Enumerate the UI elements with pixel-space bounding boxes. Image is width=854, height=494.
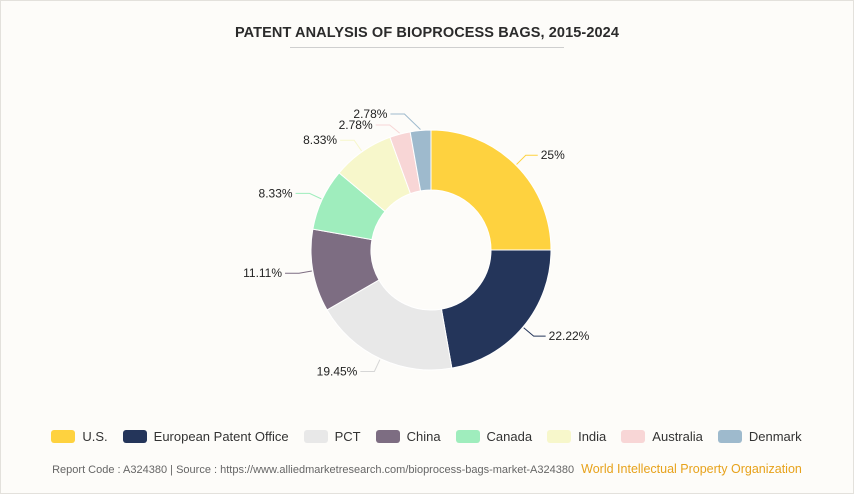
leader-line-denmark	[390, 113, 421, 130]
legend-swatch-pct	[303, 430, 328, 443]
legend-item-u-s[interactable]: U.S.	[51, 429, 108, 444]
legend-swatch-denmark	[717, 430, 742, 443]
data-label-denmark: 2.78%	[353, 107, 387, 121]
data-label-u-s: 25%	[541, 148, 565, 162]
data-label-india: 8.33%	[303, 133, 337, 147]
data-label-european-patent-office: 22.22%	[549, 329, 590, 343]
legend-item-china[interactable]: China	[375, 429, 441, 444]
legend: U.S. European Patent Office PCT China Canada…	[0, 429, 854, 444]
leader-line-european-patent-office	[523, 327, 546, 337]
leader-line-india	[340, 139, 362, 152]
data-label-pct: 19.45%	[317, 364, 358, 378]
legend-item-denmark[interactable]: Denmark	[717, 429, 802, 444]
legend-label-india: India	[578, 429, 607, 444]
legend-label-australia: Australia	[652, 429, 703, 444]
legend-item-european-patent-office[interactable]: European Patent Office	[122, 429, 289, 444]
leader-line-australia	[375, 124, 400, 134]
leader-line-pct	[360, 359, 381, 372]
legend-item-canada[interactable]: Canada	[455, 429, 533, 444]
slice-denmark	[409, 129, 432, 192]
legend-label-u-s: U.S.	[82, 429, 108, 444]
legend-swatch-australia	[621, 430, 646, 443]
legend-swatch-india	[547, 430, 572, 443]
legend-item-india[interactable]: India	[547, 429, 606, 444]
legend-swatch-china	[375, 430, 400, 443]
legend-swatch-u-s	[51, 430, 76, 443]
legend-label-canada: Canada	[486, 429, 533, 444]
data-label-china: 11.11%	[243, 266, 282, 280]
title-underline	[290, 47, 564, 48]
data-label-canada: 8.33%	[259, 186, 293, 200]
footer: Report Code : A324380 | Source : https:/…	[0, 462, 854, 476]
leader-lines-group	[285, 113, 546, 372]
slice-u-s	[430, 129, 552, 251]
legend-label-european-patent-office: European Patent Office	[153, 429, 289, 444]
footer-separator: |	[170, 464, 174, 476]
report-code: Report Code : A324380	[52, 464, 168, 476]
legend-label-denmark: Denmark	[748, 429, 802, 444]
source-organization: World Intellectual Property Organization	[581, 462, 802, 476]
data-label-australia: 2.78%	[339, 118, 373, 132]
leader-line-canada	[295, 192, 322, 200]
legend-label-pct: PCT	[334, 429, 361, 444]
legend-swatch-canada	[455, 430, 480, 443]
data-labels-group: 25%22.22%19.45%11.11%8.33%8.33%2.78%2.78…	[243, 107, 590, 378]
legend-item-australia[interactable]: Australia	[621, 429, 703, 444]
legend-item-pct[interactable]: PCT	[303, 429, 361, 444]
chart-title: PATENT ANALYSIS OF BIOPROCESS BAGS, 2015…	[234, 25, 620, 41]
leader-line-u-s	[516, 154, 538, 165]
slice-pct	[326, 279, 453, 371]
donut-chart: 25%22.22%19.45%11.11%8.33%8.33%2.78%2.78…	[243, 107, 590, 378]
legend-swatch-european-patent-office	[122, 430, 147, 443]
slices-group	[310, 129, 552, 371]
slice-european-patent-office	[440, 249, 552, 369]
legend-label-china: China	[406, 429, 441, 444]
leader-line-china	[285, 270, 312, 274]
source-text: Source : https://www.alliedmarketresearc…	[176, 464, 575, 476]
